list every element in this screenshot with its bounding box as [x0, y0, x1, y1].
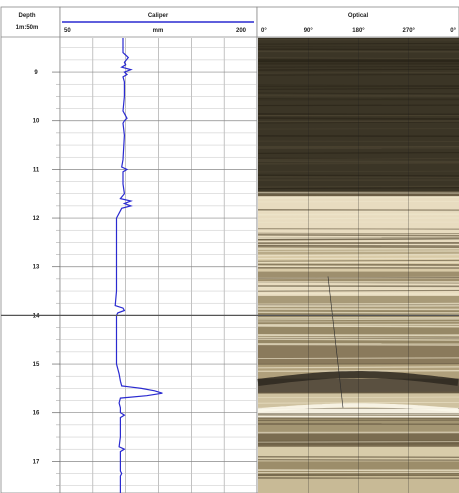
depth-label: 11 — [33, 167, 40, 173]
caliper-tick-label: 50 — [64, 28, 71, 34]
depth-label: 16 — [33, 411, 40, 417]
depth-column-frame — [0, 6, 61, 493]
caliper-title: Caliper — [148, 13, 169, 19]
caliper-tick-label: 200 — [236, 28, 247, 34]
depth-label: 9 — [34, 70, 38, 76]
depth-tick-marks: 9 10 11 12 13 14 15 16 17 — [33, 70, 60, 486]
optical-tick-labels: 0° 90° 180° 270° 0° — [261, 28, 457, 34]
depth-label: 12 — [33, 216, 40, 222]
depth-label: 10 — [33, 119, 40, 125]
optical-sinusoid-light — [257, 403, 459, 413]
optical-tick-label: 90° — [304, 28, 314, 34]
optical-tick-label: 270° — [403, 28, 416, 34]
depth-unit: 1m:50m — [16, 25, 39, 31]
optical-title: Optical — [348, 13, 369, 19]
caliper-tick-label: mm — [153, 28, 164, 34]
caliper-curve — [114, 38, 163, 493]
caliper-tick-labels: 50 mm 200 — [64, 28, 247, 34]
optical-tick-label: 180° — [352, 28, 365, 34]
depth-label: 15 — [33, 362, 40, 368]
depth-title: Depth — [19, 13, 36, 19]
optical-tick-label: 0° — [261, 28, 267, 34]
optical-televiewer-image — [257, 37, 459, 493]
optical-tick-label: 0° — [450, 28, 456, 34]
depth-label: 14 — [33, 313, 40, 319]
optical-sinusoid — [257, 371, 459, 386]
optical-fracture-line — [327, 276, 344, 408]
depth-label: 13 — [33, 265, 40, 271]
caliper-grid — [60, 38, 257, 493]
depth-label: 17 — [33, 459, 40, 465]
